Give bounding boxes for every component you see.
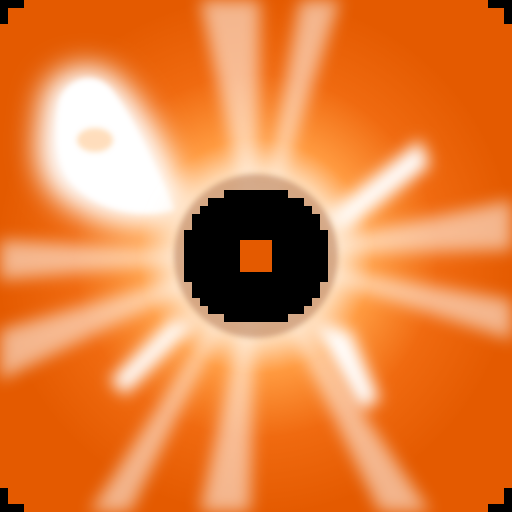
bright-streamers: [110, 140, 430, 410]
cme-blob: [36, 65, 191, 227]
occulter-center: [240, 240, 272, 272]
